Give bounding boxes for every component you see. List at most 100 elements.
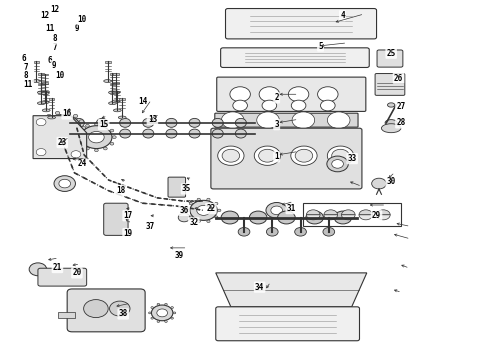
- Ellipse shape: [212, 129, 223, 138]
- Circle shape: [288, 87, 309, 102]
- Circle shape: [294, 228, 306, 236]
- Circle shape: [41, 120, 46, 123]
- Circle shape: [197, 198, 200, 201]
- Circle shape: [215, 216, 218, 218]
- Text: 29: 29: [372, 211, 381, 220]
- Text: 17: 17: [123, 211, 133, 220]
- Ellipse shape: [385, 120, 397, 126]
- Circle shape: [74, 114, 78, 118]
- Ellipse shape: [109, 91, 116, 94]
- Text: 6: 6: [48, 56, 52, 65]
- Circle shape: [86, 147, 89, 150]
- Circle shape: [157, 303, 160, 305]
- Bar: [119, 98, 125, 100]
- FancyBboxPatch shape: [168, 177, 186, 197]
- Circle shape: [197, 205, 210, 215]
- Circle shape: [110, 142, 114, 145]
- Circle shape: [103, 147, 107, 150]
- Circle shape: [65, 111, 69, 114]
- Ellipse shape: [143, 118, 154, 127]
- Ellipse shape: [189, 129, 200, 138]
- Text: 39: 39: [174, 251, 184, 260]
- Bar: [113, 73, 119, 75]
- Wedge shape: [359, 215, 373, 220]
- Text: 13: 13: [148, 115, 157, 124]
- Circle shape: [79, 129, 83, 132]
- Text: 20: 20: [73, 268, 81, 277]
- FancyBboxPatch shape: [211, 128, 362, 189]
- Ellipse shape: [212, 118, 223, 127]
- Bar: [110, 84, 116, 85]
- Text: 35: 35: [182, 184, 191, 193]
- Circle shape: [47, 139, 51, 142]
- Circle shape: [47, 114, 51, 118]
- Text: 27: 27: [396, 102, 406, 111]
- Bar: [115, 91, 120, 93]
- Bar: [38, 84, 44, 85]
- Circle shape: [190, 201, 217, 220]
- Bar: [105, 62, 111, 63]
- Text: 26: 26: [394, 74, 403, 83]
- Text: 14: 14: [138, 97, 147, 106]
- Circle shape: [254, 146, 281, 165]
- Wedge shape: [306, 215, 320, 220]
- Ellipse shape: [166, 118, 177, 127]
- Bar: [33, 62, 39, 63]
- Ellipse shape: [114, 109, 121, 112]
- Circle shape: [54, 176, 75, 192]
- Circle shape: [39, 127, 43, 130]
- Circle shape: [267, 228, 278, 236]
- Ellipse shape: [41, 92, 49, 95]
- Ellipse shape: [48, 116, 55, 119]
- Bar: [303, 203, 401, 226]
- Ellipse shape: [166, 129, 177, 138]
- FancyBboxPatch shape: [220, 48, 369, 67]
- Text: 10: 10: [77, 15, 86, 24]
- Text: 34: 34: [255, 283, 264, 292]
- Circle shape: [151, 317, 153, 319]
- Circle shape: [334, 211, 352, 224]
- Text: 23: 23: [58, 138, 67, 147]
- Ellipse shape: [32, 80, 40, 82]
- Text: 9: 9: [52, 61, 56, 70]
- Text: 2: 2: [274, 93, 279, 102]
- Text: 4: 4: [340, 11, 345, 20]
- Circle shape: [207, 198, 210, 201]
- Circle shape: [41, 133, 46, 136]
- Circle shape: [110, 129, 114, 132]
- FancyBboxPatch shape: [216, 307, 360, 341]
- Circle shape: [113, 136, 116, 139]
- Circle shape: [218, 209, 221, 212]
- Text: 11: 11: [24, 80, 33, 89]
- Text: 7: 7: [52, 43, 57, 52]
- Circle shape: [165, 320, 167, 323]
- Circle shape: [257, 112, 279, 129]
- Circle shape: [148, 312, 151, 314]
- Circle shape: [76, 136, 80, 139]
- Circle shape: [55, 111, 60, 114]
- Bar: [42, 73, 48, 75]
- Circle shape: [55, 142, 60, 145]
- Ellipse shape: [235, 129, 246, 138]
- Bar: [110, 73, 116, 75]
- Circle shape: [320, 100, 335, 111]
- Circle shape: [215, 202, 218, 205]
- Circle shape: [65, 142, 69, 145]
- Text: 21: 21: [53, 263, 62, 272]
- Ellipse shape: [109, 102, 116, 105]
- Text: 38: 38: [119, 310, 128, 319]
- Circle shape: [327, 146, 354, 165]
- Wedge shape: [342, 210, 355, 215]
- Circle shape: [81, 126, 112, 149]
- Polygon shape: [216, 273, 367, 307]
- Text: 11: 11: [46, 24, 55, 33]
- Circle shape: [372, 178, 386, 189]
- Circle shape: [249, 211, 267, 224]
- Ellipse shape: [37, 91, 45, 94]
- Circle shape: [53, 121, 72, 135]
- Text: 25: 25: [387, 49, 396, 58]
- Circle shape: [95, 123, 98, 125]
- Circle shape: [36, 149, 46, 156]
- Ellipse shape: [120, 118, 131, 127]
- Circle shape: [79, 142, 83, 145]
